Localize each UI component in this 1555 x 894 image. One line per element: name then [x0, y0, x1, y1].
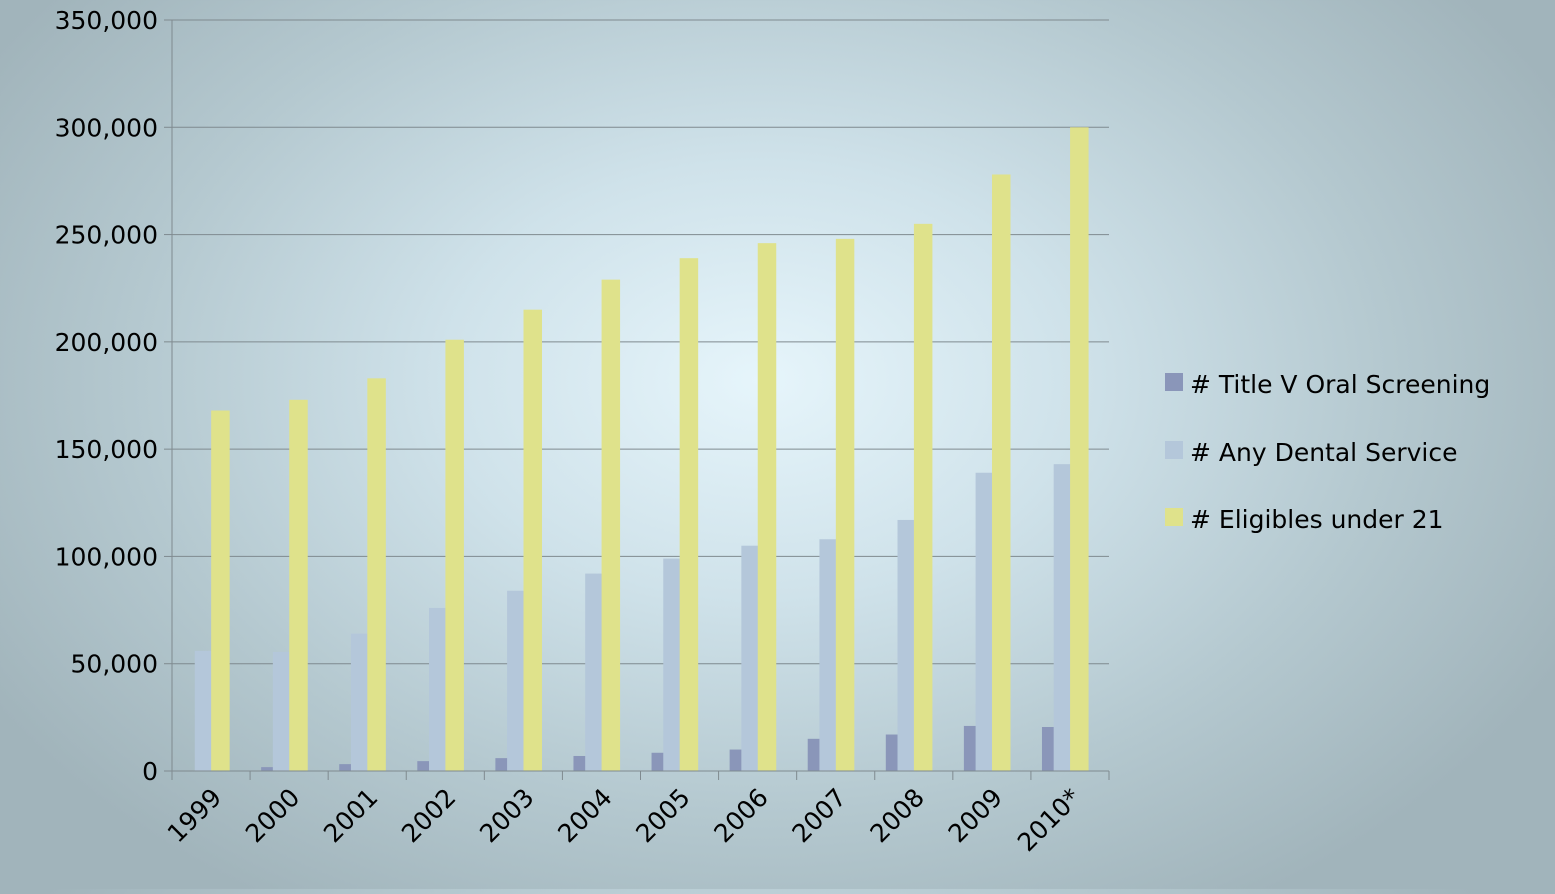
bar-eligibles-under-21 [913, 223, 933, 772]
y-tick-label: 150,000 [55, 435, 158, 464]
legend-swatch [1165, 441, 1183, 459]
bar-any-dental-service [194, 650, 214, 771]
bar-any-dental-service [819, 539, 838, 771]
x-tick-label: 2010* [1012, 783, 1086, 857]
bar-title-v-oral-screening [339, 764, 358, 771]
legend-swatch [1165, 508, 1183, 526]
bar-eligibles-under-21 [445, 339, 464, 771]
bar-any-dental-service [429, 607, 448, 771]
y-tick-label: 200,000 [55, 328, 158, 357]
bar-any-dental-service [585, 573, 604, 771]
bar-any-dental-service [663, 558, 682, 771]
bar-any-dental-service [272, 651, 292, 771]
x-tick-label: 2007 [786, 783, 851, 848]
y-tick-label: 300,000 [55, 113, 158, 142]
bar-eligibles-under-21 [367, 378, 386, 771]
bar-title-v-oral-screening [417, 761, 436, 771]
x-tick-label: 2008 [865, 783, 930, 848]
bar-eligibles-under-21 [757, 243, 777, 771]
legend: # Title V Oral Screening # Any Dental Ser… [1165, 370, 1490, 534]
bar-eligibles-under-21 [289, 399, 308, 771]
bar-any-dental-service [975, 472, 995, 771]
y-tick-label: 100,000 [55, 542, 158, 571]
x-tick-label: 2006 [708, 783, 773, 848]
bar-title-v-oral-screening [261, 767, 280, 771]
y-axis-tick-labels: 0 50,000 100,000 150,000 200,000 250,000 300,0… [55, 6, 158, 786]
legend-label: # Eligibles under 21 [1190, 505, 1444, 534]
x-tick-label: 2009 [943, 783, 1008, 848]
bar-eligibles-under-21 [835, 238, 855, 771]
bar-any-dental-service [1053, 464, 1073, 771]
bars [194, 127, 1089, 772]
bar-eligibles-under-21 [211, 410, 230, 771]
bar-any-dental-service [897, 519, 917, 771]
y-tick-label: 50,000 [71, 650, 158, 679]
bar-any-dental-service [741, 545, 760, 771]
bar-eligibles-under-21 [1070, 127, 1089, 772]
bar-eligibles-under-21 [679, 258, 699, 771]
x-tick-label: 2000 [240, 783, 305, 848]
bar-eligibles-under-21 [601, 279, 621, 771]
y-tick-label: 250,000 [55, 221, 158, 250]
bar-any-dental-service [350, 633, 370, 771]
y-tick-label: 0 [142, 757, 158, 786]
legend-label: # Any Dental Service [1190, 438, 1457, 467]
bar-eligibles-under-21 [991, 174, 1011, 771]
x-axis-tick-labels: 1999 2000 2001 2002 2003 2004 2005 2006 2007 2008… [162, 783, 1086, 857]
legend-swatch [1165, 373, 1183, 391]
y-tick-label: 350,000 [55, 6, 158, 35]
gridlines [172, 19, 1109, 665]
x-tick-label: 2001 [318, 783, 383, 848]
x-tick-label: 2005 [630, 783, 695, 848]
bar-any-dental-service [507, 590, 526, 771]
x-tick-label: 2003 [474, 783, 539, 848]
bar-eligibles-under-21 [523, 309, 542, 771]
legend-label: # Title V Oral Screening [1190, 370, 1490, 399]
x-tick-label: 1999 [162, 783, 227, 848]
x-tick-label: 2004 [552, 783, 617, 848]
x-tick-label: 2002 [396, 783, 461, 848]
axes [164, 19, 1110, 780]
